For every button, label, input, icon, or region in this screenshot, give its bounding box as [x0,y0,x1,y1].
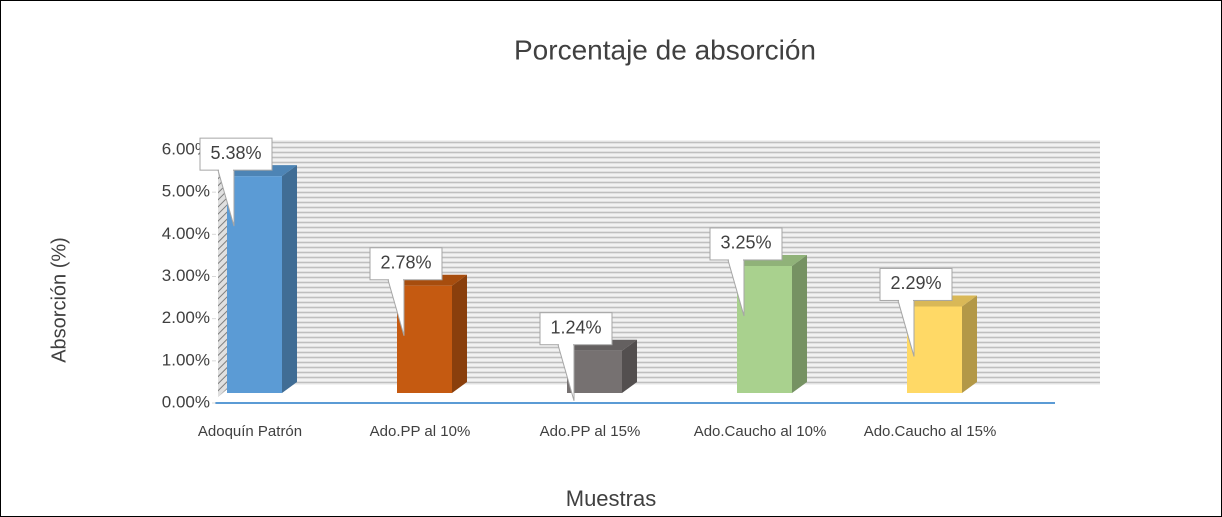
x-tick-label: Ado.Caucho al 15% [864,423,997,440]
bar [227,165,297,393]
y-tick-label: 4.00% [162,224,210,243]
bar-face [397,285,452,393]
bar [907,295,977,393]
data-label: 3.25% [720,233,771,253]
x-tick-label: Ado.Caucho al 10% [694,423,827,440]
y-axis-title: Absorción (%) [48,237,70,363]
callout-box [879,267,953,301]
y-tick-label: 0.00% [162,392,210,411]
bar [737,254,807,393]
callout-cover [559,343,573,347]
data-label: 5.38% [210,143,261,163]
bar-face [622,339,637,393]
x-tick-label: Ado.PP al 15% [540,423,641,440]
data-label: 1.24% [550,317,601,337]
callout-cover [899,298,913,302]
bar-face [907,306,962,393]
data-label: 2.29% [890,273,941,293]
bar-face [282,165,297,393]
callout-cover [219,168,233,172]
y-tick-label: 1.00% [162,350,210,369]
callout-box [709,227,783,261]
y-tick-label: 3.00% [162,266,210,285]
data-label: 2.78% [380,253,431,273]
chart-title: Porcentaje de absorción [514,34,816,65]
x-axis-title: Muestras [566,486,656,511]
y-tick-label: 6.00% [162,139,210,158]
bar-face [737,265,792,393]
bar [397,274,467,393]
callout-box [199,137,273,171]
bar-face [962,295,977,393]
x-tick-label: Ado.PP al 10% [370,423,471,440]
bar [567,339,637,393]
bar-face [792,254,807,393]
bar-face [452,274,467,393]
y-tick-label: 5.00% [162,182,210,201]
callout-box [369,247,443,281]
y-tick-label: 2.00% [162,308,210,327]
callout-cover [389,278,403,282]
bar-face [567,350,622,393]
x-tick-label: Adoquín Patrón [198,423,302,440]
bar-face [227,176,282,393]
callout-box [539,312,613,346]
callout-cover [729,258,743,262]
